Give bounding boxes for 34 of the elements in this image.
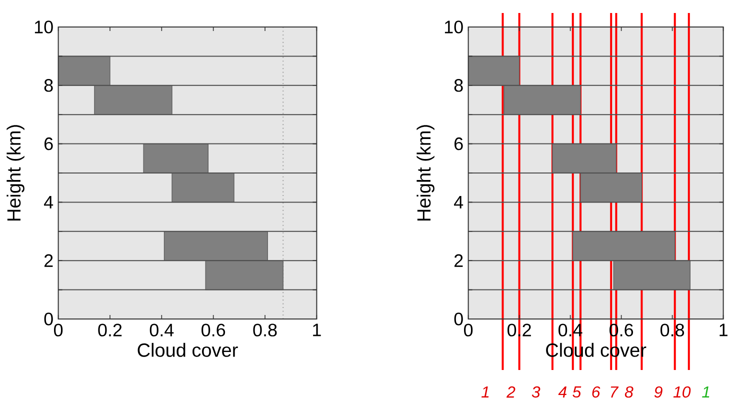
x-tick-label: 1 [313,324,321,336]
x-tick-label: 0 [464,324,473,336]
x-tick-label: 0.8 [253,324,277,336]
y-tick-label: 8 [454,79,463,92]
x-tick-label: 0.6 [202,324,226,336]
y-tick-label: 6 [44,137,53,150]
y-tick-label: 4 [44,196,54,208]
text: 8 [624,386,634,398]
y-tick-label: 4 [454,196,464,208]
text: 7 [610,386,619,398]
y-tick-label: 10 [34,20,53,34]
text: 10 [673,386,691,398]
x-tick-label: 1 [720,324,728,336]
text: 6 [592,386,600,398]
text: 5 [572,386,582,398]
y-axis-title: Height (km) [416,125,434,221]
text: 2 [506,386,516,398]
x-tick-label: 0.2 [98,324,122,336]
y-tick-label: 8 [44,79,53,92]
y-tick-label: 10 [444,20,463,34]
text: 3 [532,386,540,398]
y-axis-title: Height (km) [6,125,24,221]
text: 9 [654,386,662,398]
text: 4 [558,386,567,398]
x-tick-label: 0.4 [150,324,174,336]
text: 1 [702,386,710,398]
y-tick-label: 0 [44,312,53,326]
y-tick-label: 0 [454,312,463,326]
y-tick-label: 2 [44,254,53,267]
y-tick-label: 6 [454,137,463,150]
y-tick-label: 2 [454,254,463,267]
x-axis-title: Cloud cover [138,342,238,357]
x-tick-label: 0 [54,324,63,336]
text: 1 [481,386,489,398]
